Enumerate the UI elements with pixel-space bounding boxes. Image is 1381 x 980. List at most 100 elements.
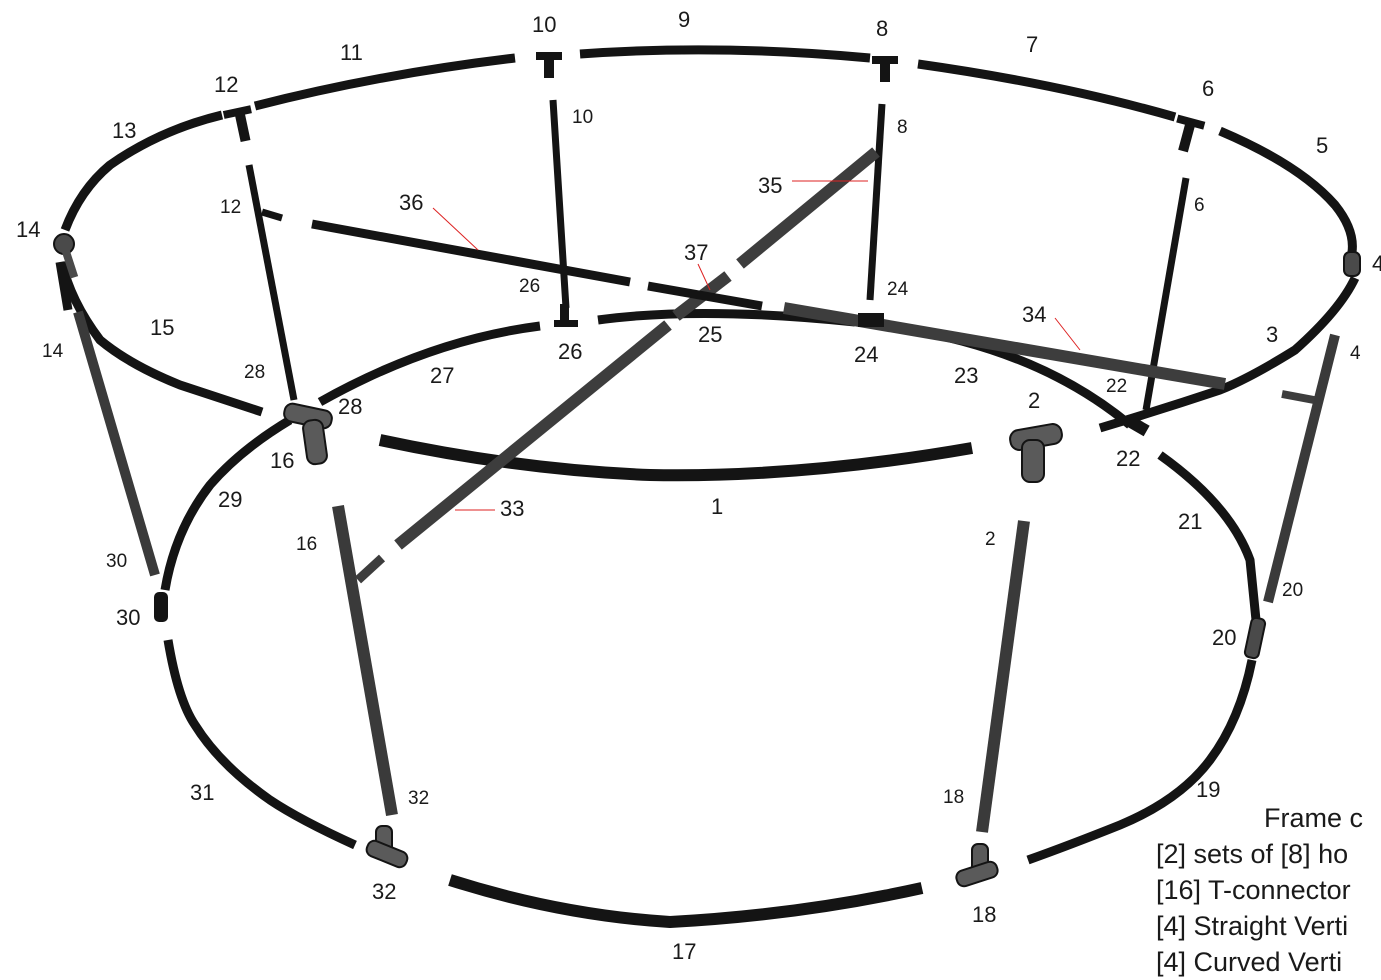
label-1: 1: [711, 494, 723, 519]
tube-7: [917, 59, 1177, 122]
notes-line-4: [4] Curved Verti: [1156, 947, 1343, 977]
post-12: [245, 164, 298, 401]
bottom-ring: [160, 416, 1261, 928]
leader-37: [697, 263, 711, 291]
label-13: 13: [112, 118, 136, 143]
label-2-top: 2: [1028, 388, 1040, 413]
label-2-post: 2: [985, 529, 996, 550]
label-36: 36: [399, 190, 423, 215]
tube-5: [1218, 126, 1357, 253]
label-10-post: 10: [572, 107, 593, 128]
frame-notes: Frame c [2] sets of [8] ho [16] T-connec…: [1156, 800, 1381, 980]
post-14-30: [73, 310, 160, 577]
t-connector-32: [365, 825, 409, 869]
label-10-top: 10: [532, 12, 556, 37]
t-connector-24: [858, 313, 884, 327]
post-16-32: [332, 504, 398, 817]
label-24-post: 24: [887, 279, 909, 300]
label-8-post: 8: [897, 117, 908, 138]
t-connector-8: [872, 56, 898, 82]
t-connector-12: [222, 105, 252, 143]
label-25: 25: [698, 322, 722, 347]
brace-36: [311, 219, 631, 287]
label-16-conn: 16: [270, 448, 294, 473]
brace-33: [394, 320, 672, 550]
label-3: 3: [1266, 322, 1278, 347]
connectors: [53, 52, 1361, 888]
brace-36b: [647, 281, 763, 311]
label-18-conn: 18: [972, 902, 996, 927]
tube-27: [317, 321, 541, 406]
post-8: [866, 103, 886, 301]
notes-title: Frame c: [1264, 803, 1364, 833]
label-20-post: 20: [1282, 580, 1303, 601]
label-19: 19: [1196, 777, 1220, 802]
label-6-top: 6: [1202, 76, 1214, 101]
post-14-upper: [55, 261, 73, 311]
notes-line-3: [4] Straight Verti: [1156, 911, 1349, 941]
elbow-14: [53, 233, 79, 279]
tube-13: [60, 110, 224, 232]
label-12-top: 12: [214, 72, 238, 97]
t-connector-22: [1126, 415, 1150, 437]
label-24-conn: 24: [854, 342, 878, 367]
label-32-post: 32: [408, 788, 429, 809]
braces: [260, 147, 1315, 584]
tube-19: [1026, 659, 1257, 865]
label-9: 9: [678, 7, 690, 32]
label-26-conn: 26: [558, 339, 582, 364]
tube-29: [160, 416, 293, 591]
label-8-top: 8: [876, 16, 888, 41]
tube-11: [253, 53, 516, 111]
brace-stub-16: [354, 554, 386, 584]
t-connector-26: [554, 304, 578, 327]
label-29: 29: [218, 487, 242, 512]
label-5: 5: [1316, 133, 1328, 158]
label-17: 17: [672, 939, 696, 962]
top-ring: [57, 45, 1360, 433]
label-16-post: 16: [296, 534, 317, 555]
post-2-18: [976, 520, 1030, 833]
label-7: 7: [1026, 32, 1038, 57]
elbow-4: [1343, 251, 1361, 277]
elbow-30: [154, 592, 168, 622]
label-27: 27: [430, 363, 454, 388]
tube-21: [1157, 451, 1261, 621]
tube-17: [448, 874, 924, 928]
label-11: 11: [340, 40, 363, 65]
label-35: 35: [758, 173, 782, 198]
label-30-post: 30: [106, 551, 127, 572]
label-22-conn: 22: [1116, 446, 1140, 471]
label-32-conn: 32: [372, 879, 396, 904]
notes-line-1: [2] sets of [8] ho: [1156, 839, 1349, 869]
vertical-posts: [55, 99, 1340, 833]
tube-1: [378, 434, 974, 482]
label-21: 21: [1178, 509, 1202, 534]
label-15: 15: [150, 315, 174, 340]
label-4-top: 4: [1372, 251, 1381, 276]
label-18-post: 18: [943, 787, 964, 808]
label-4-post: 4: [1350, 343, 1361, 364]
label-30-conn: 30: [116, 605, 140, 630]
label-14-post: 14: [42, 341, 64, 362]
label-37: 37: [684, 240, 708, 265]
leader-lines: [432, 180, 1081, 511]
label-26-post: 26: [519, 276, 540, 297]
leader-36: [432, 207, 479, 251]
part-labels: 9 10 8 7 11 12 6 13 5 14 4 10 8 6 12 36 …: [16, 7, 1381, 962]
tube-31: [163, 639, 357, 850]
post-4-20: [1263, 333, 1340, 604]
label-31: 31: [190, 780, 214, 805]
tube-15: [57, 261, 264, 417]
brace-34: [782, 302, 1227, 390]
tube-3: [1098, 276, 1360, 433]
notes-line-2: [16] T-connector: [1156, 875, 1351, 905]
elbow-20: [1243, 616, 1267, 660]
t-connector-10: [536, 52, 562, 78]
label-28-conn: 28: [338, 394, 362, 419]
brace-stub-4: [1281, 390, 1315, 404]
tube-9: [579, 45, 871, 63]
label-33: 33: [500, 496, 524, 521]
label-22-post: 22: [1106, 376, 1127, 397]
